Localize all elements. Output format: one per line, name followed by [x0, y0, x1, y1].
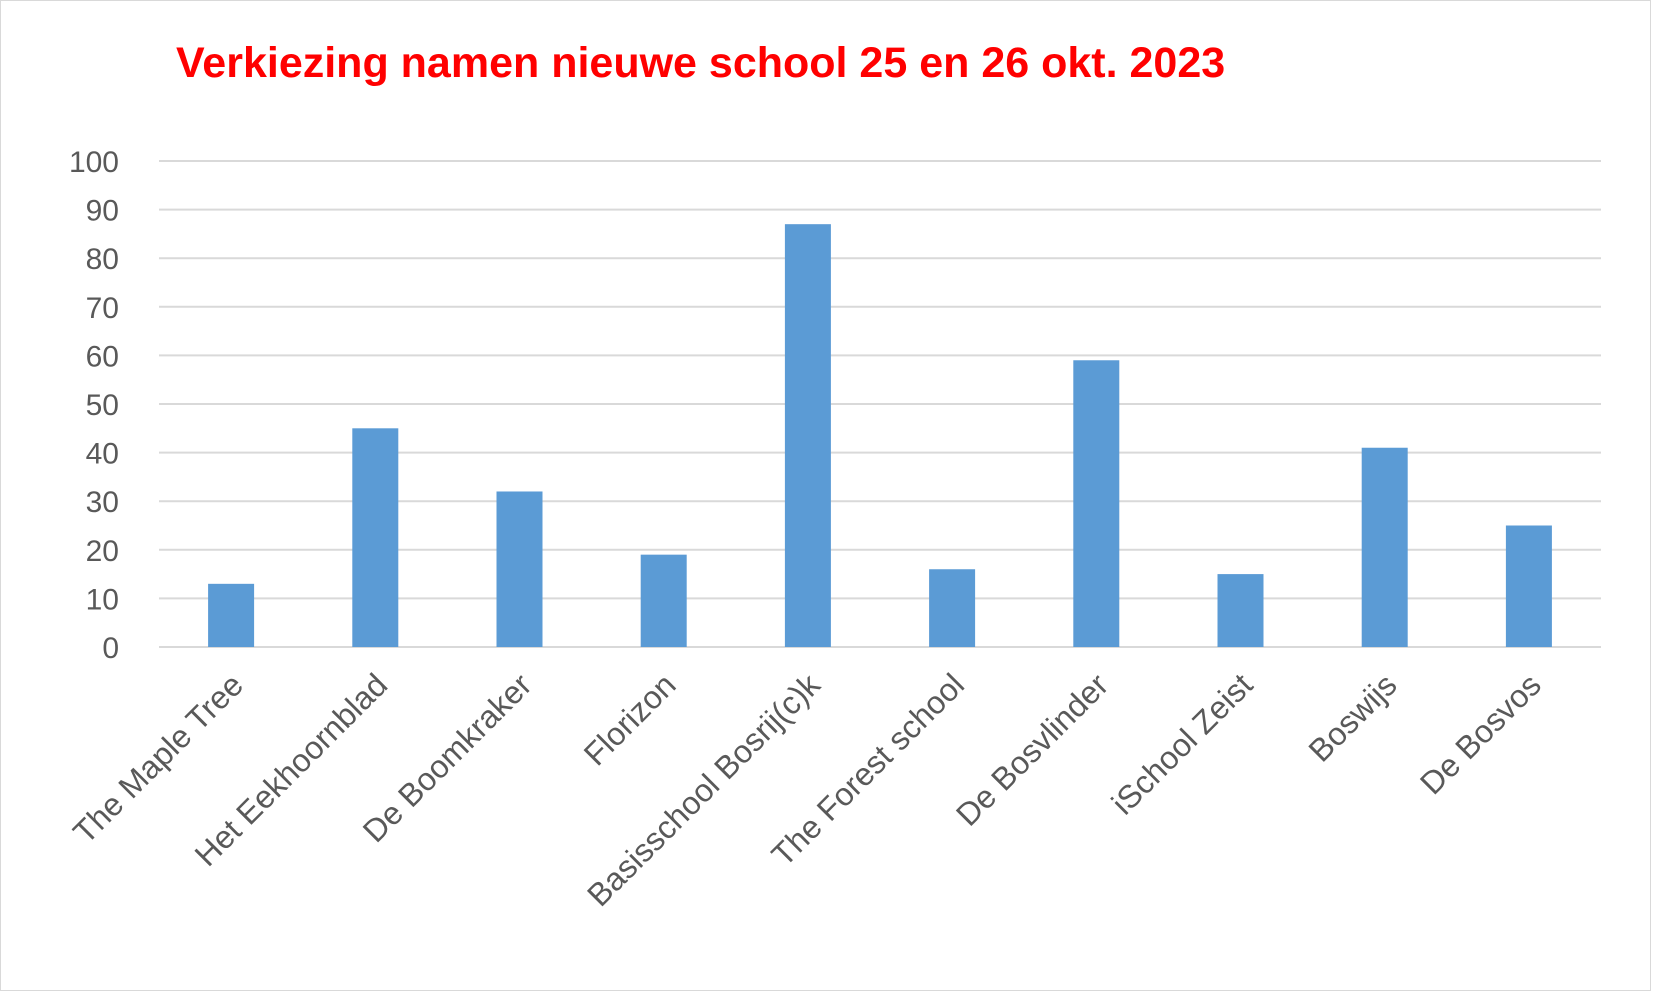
y-tick-label: 30 — [86, 486, 119, 519]
chart-title: Verkiezing namen nieuwe school 25 en 26 … — [176, 39, 1226, 87]
bar — [1505, 525, 1552, 647]
y-tick-label: 20 — [86, 535, 119, 568]
x-tick-label: iSchool Zeist — [1104, 666, 1259, 821]
gridlines — [159, 160, 1601, 648]
y-tick-label: 50 — [86, 389, 119, 422]
bar — [929, 569, 976, 647]
y-tick-label: 70 — [86, 292, 119, 325]
x-tick-label: De Bosvos — [1413, 666, 1548, 801]
x-tick-label: Boswijs — [1301, 666, 1403, 768]
y-tick-label: 80 — [86, 243, 119, 276]
bar — [1217, 574, 1264, 647]
bar — [640, 554, 687, 647]
bars — [208, 224, 1552, 647]
y-tick-label: 60 — [86, 340, 119, 373]
y-tick-label: 40 — [86, 438, 119, 471]
x-tick-label: De Bosvlinder — [949, 666, 1116, 833]
y-axis-ticks: 0 10 20 30 40 50 60 70 80 90 100 — [69, 146, 119, 665]
bar — [1073, 360, 1120, 647]
y-tick-label: 90 — [86, 195, 119, 228]
y-tick-label: 0 — [102, 632, 119, 665]
bar — [784, 224, 831, 647]
y-tick-label: 100 — [69, 146, 119, 179]
bar — [496, 491, 543, 647]
x-tick-label: Florizon — [577, 666, 683, 772]
y-tick-label: 10 — [86, 583, 119, 616]
bar — [208, 583, 255, 647]
bar — [352, 428, 399, 647]
bar — [1361, 447, 1408, 647]
x-tick-label: Basisschool Bosrij(c)k — [580, 666, 827, 913]
